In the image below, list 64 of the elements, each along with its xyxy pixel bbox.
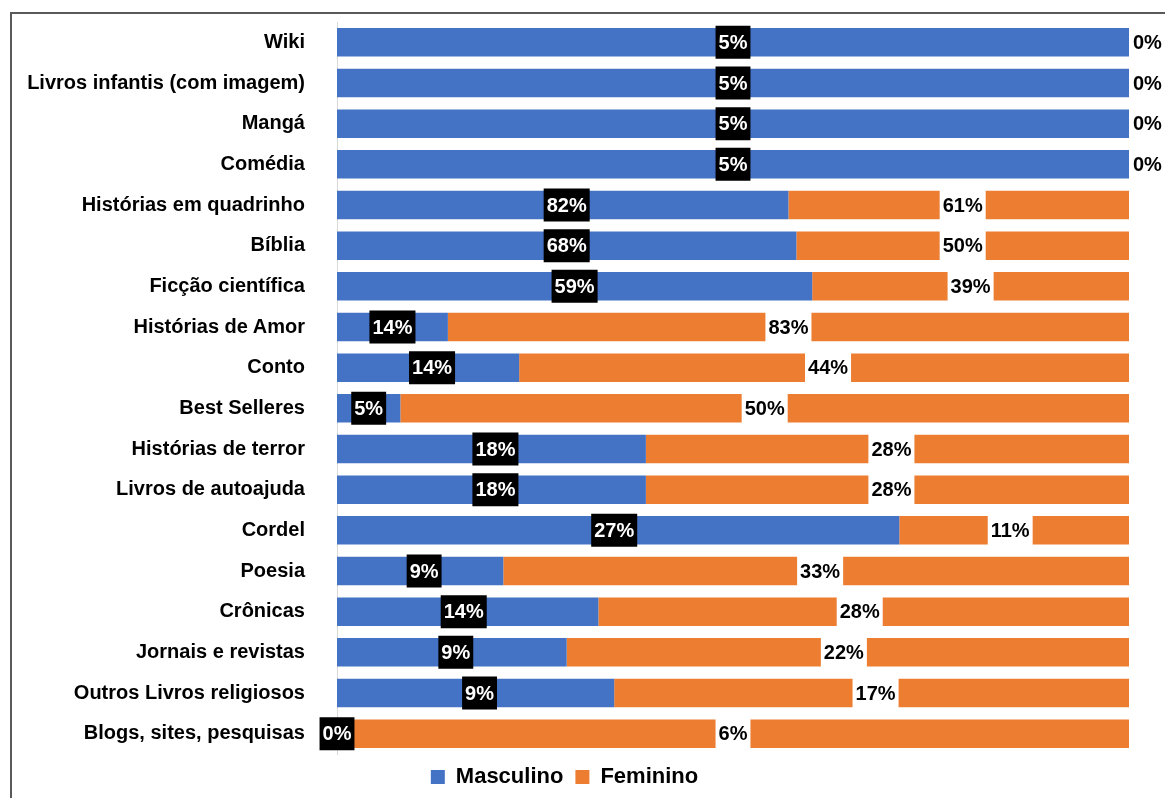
y-tick-label: Cordel <box>241 517 305 540</box>
annotation: 0% <box>322 722 352 745</box>
annotation: 5% <box>718 112 748 135</box>
annotation: 50% <box>744 396 785 419</box>
y-tick-label: Livros de autoajuda <box>116 477 306 500</box>
y-tick-label: Histórias de Amor <box>133 314 306 337</box>
annotation: 5% <box>718 30 748 53</box>
y-tick-label: Livros infantis (com imagem) <box>27 70 305 93</box>
bar <box>598 597 1129 626</box>
annotation: 0% <box>1133 112 1163 135</box>
annotation: 9% <box>441 640 471 663</box>
annotation: 44% <box>808 356 849 379</box>
annotation: 59% <box>554 274 595 297</box>
y-tick-label: Comédia <box>220 151 306 174</box>
annotation: 14% <box>372 315 413 338</box>
annotation: 9% <box>465 681 495 704</box>
annotation: 11% <box>990 518 1030 541</box>
annotation: 28% <box>839 600 880 623</box>
annotation: 18% <box>475 478 516 501</box>
bar <box>400 394 1129 423</box>
y-tick-label: Bíblia <box>250 233 306 256</box>
y-tick-label: Ficção científica <box>149 273 306 296</box>
annotation: 50% <box>942 234 983 257</box>
y-tick-label: Histórias em quadrinho <box>81 192 305 215</box>
y-tick-label: Best Selleres <box>179 395 305 418</box>
y-tick-label: Blogs, sites, pesquisas <box>83 721 305 744</box>
annotation: 83% <box>768 315 809 338</box>
annotation: 0% <box>1133 30 1163 53</box>
bar <box>645 475 1129 504</box>
annotation: 27% <box>594 518 635 541</box>
annotation: 14% <box>443 600 484 623</box>
annotation: 0% <box>1133 71 1163 94</box>
annotation: 28% <box>871 437 912 460</box>
bar <box>447 312 1129 342</box>
annotation: 39% <box>950 274 991 297</box>
bar <box>566 638 1129 667</box>
annotation: 82% <box>546 193 587 216</box>
annotation: 5% <box>718 71 748 94</box>
bar <box>519 353 1129 382</box>
annotation: 6% <box>718 722 748 745</box>
annotation: 0% <box>1133 152 1163 175</box>
y-tick-label: Jornais e revistas <box>136 639 305 662</box>
annotation: 61% <box>942 193 983 216</box>
y-tick-label: Poesia <box>240 558 306 581</box>
annotation: 5% <box>354 396 384 419</box>
annotation: 14% <box>412 356 453 379</box>
annotation: 17% <box>855 681 896 704</box>
bar <box>614 678 1129 708</box>
y-tick-label: Histórias de terror <box>131 436 306 459</box>
y-tick-label: Mangá <box>241 111 306 134</box>
y-tick-label: Crônicas <box>219 599 305 622</box>
annotation: 22% <box>823 640 865 663</box>
bar <box>503 556 1129 586</box>
annotation: 68% <box>546 234 587 257</box>
annotation: 9% <box>409 559 439 582</box>
annotation: 5% <box>718 152 748 175</box>
y-tick-label: Wiki <box>264 29 305 52</box>
legend-label: Feminino <box>600 763 699 789</box>
y-tick-label: Conto <box>247 355 305 378</box>
annotation: 28% <box>871 478 912 501</box>
y-tick-label: Outros Livros religiosos <box>73 680 305 703</box>
annotation: 33% <box>800 559 841 582</box>
annotation: 18% <box>475 437 516 460</box>
legend-label: Masculino <box>455 763 564 789</box>
